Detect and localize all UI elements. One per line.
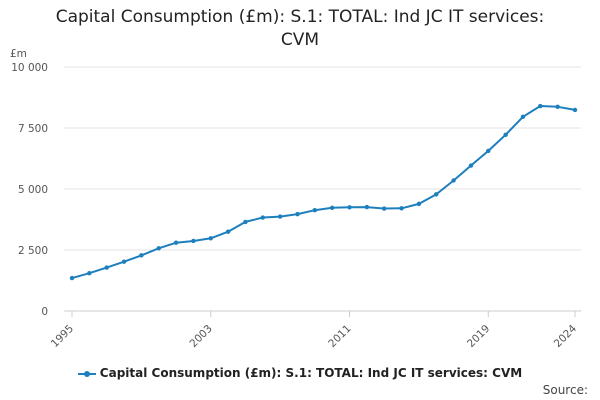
data-point[interactable] [572,107,578,113]
data-point[interactable] [503,132,508,138]
data-point[interactable] [364,204,370,210]
data-point[interactable] [225,229,231,234]
data-point[interactable] [87,270,92,276]
data-point[interactable] [451,178,456,183]
data-point[interactable] [139,253,144,258]
x-tick-label: 2019 [465,323,492,350]
data-point[interactable] [520,114,526,119]
source-label: Source: [542,383,588,397]
data-point[interactable] [555,104,560,109]
data-point[interactable] [486,148,491,154]
data-point[interactable] [382,206,387,211]
legend-swatch-icon [77,369,96,379]
data-point[interactable] [243,219,248,225]
data-point[interactable] [191,238,196,244]
legend-label[interactable]: Capital Consumption (£m): S.1: TOTAL: In… [99,366,523,380]
data-point[interactable] [399,206,404,211]
data-point[interactable] [416,201,422,207]
data-point[interactable] [434,192,439,197]
data-point[interactable] [347,205,352,210]
y-tick-label: 5 000 [18,184,48,196]
data-point[interactable] [295,211,300,217]
y-tick-label: 7 500 [18,123,48,135]
data-point[interactable] [156,246,161,251]
data-point[interactable] [104,265,109,270]
chart-title: Capital Consumption (£m): S.1: TOTAL: In… [0,6,600,52]
data-point[interactable] [173,240,179,245]
x-tick-label: 1995 [49,323,76,350]
series-layer [69,103,578,281]
data-point[interactable] [208,236,213,241]
axes: 0 2 500 5 000 7 500 10 000 1995 2003 2011 2019 20… [11,62,581,350]
data-point[interactable] [312,208,318,213]
data-point[interactable] [538,103,543,109]
y-tick-label: 0 [41,306,48,318]
chart-title-line-1: Capital Consumption (£m): S.1: TOTAL: In… [55,7,545,27]
data-point[interactable] [260,215,265,220]
x-tick-label: 2011 [326,323,353,350]
data-point[interactable] [69,275,75,281]
x-tick-label: 2024 [552,322,580,350]
legend: Capital Consumption (£m): S.1: TOTAL: In… [0,366,600,380]
series-line [71,105,576,280]
y-tick-label: 2 500 [18,245,48,257]
chart-title-line-2: CVM [280,30,320,50]
x-tick-label: 2003 [187,323,214,350]
data-point[interactable] [468,163,474,168]
y-tick-label: 10 000 [11,62,48,74]
y-axis-unit-label: £m [10,48,27,60]
data-point[interactable] [121,259,127,264]
data-point[interactable] [329,205,335,210]
gridlines [64,66,581,251]
data-point[interactable] [277,214,283,219]
